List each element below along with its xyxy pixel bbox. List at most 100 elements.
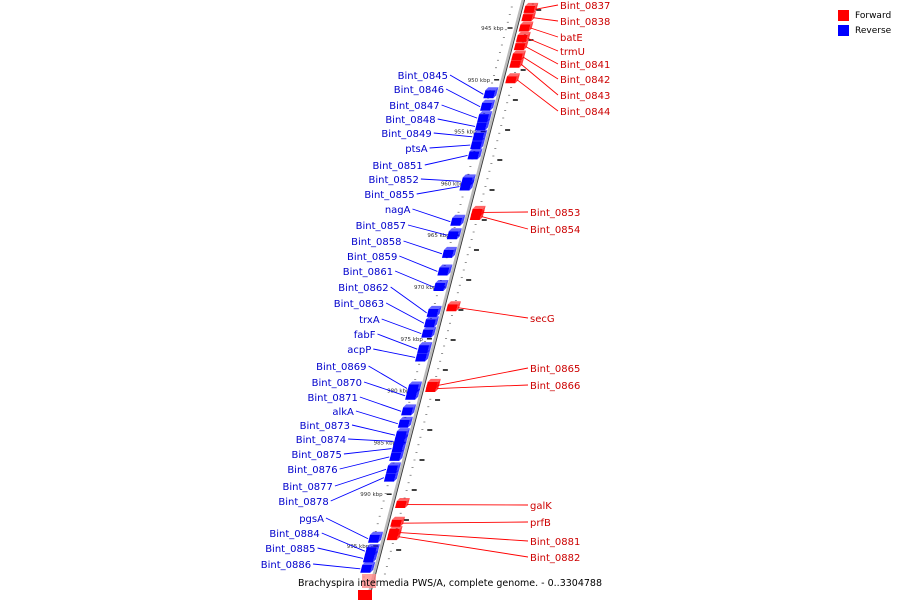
reverse-gene-label: Bint_0869: [316, 362, 366, 373]
reverse-gene: [389, 449, 405, 461]
forward-gene-leader: [457, 307, 529, 319]
forward-swatch: [838, 10, 849, 21]
forward-gene: [515, 31, 531, 42]
scale-label: 950 kbp: [468, 78, 491, 84]
forward-gene-label: Bint_0854: [530, 225, 580, 236]
forward-gene-leader: [525, 46, 559, 65]
scale-label: 985 kbp: [374, 440, 397, 446]
reverse-gene: [446, 228, 462, 240]
forward-gene-label: trmU: [560, 47, 585, 58]
scale-label: 960 kbp: [441, 181, 464, 187]
reverse-gene: [423, 316, 440, 328]
reverse-gene-leader: [325, 517, 369, 540]
reverse-gene-label: Bint_0851: [372, 161, 422, 172]
reverse-gene-label: Bint_0852: [369, 175, 419, 186]
reverse-gene-label: Bint_0885: [265, 544, 315, 555]
forward-gene-leader: [533, 17, 559, 22]
scale-label: 995 kbp: [347, 544, 370, 550]
forward-gene-offscreen: [358, 590, 372, 600]
reverse-gene: [433, 280, 449, 291]
reverse-gene-label: Bint_0858: [351, 237, 401, 248]
reverse-gene-label: ptsA: [405, 144, 427, 155]
reverse-gene-label: Bint_0878: [278, 497, 328, 508]
forward-gene-label: Bint_0881: [530, 537, 580, 548]
forward-gene-label: Bint_0853: [530, 208, 580, 219]
reverse-gene-leader: [343, 448, 392, 455]
forward-gene: [395, 498, 410, 509]
scale-label: 965 kbp: [427, 233, 450, 239]
reverse-gene-leader: [381, 318, 422, 335]
reverse-gene: [362, 551, 379, 563]
forward-gene: [386, 530, 402, 541]
reverse-gene-label: Bint_0862: [338, 283, 388, 294]
reverse-gene-leader: [368, 365, 408, 389]
reverse-gene: [467, 148, 483, 160]
forward-gene-offscreen: [362, 574, 376, 588]
forward-gene-leader: [481, 216, 529, 230]
reverse-gene-label: Bint_0845: [398, 71, 448, 82]
reverse-gene-label: Bint_0874: [296, 435, 346, 446]
forward-gene-label: Bint_0866: [530, 381, 580, 392]
reverse-gene: [480, 99, 496, 111]
reverse-gene-leader: [441, 104, 478, 119]
reverse-gene-leader: [321, 532, 366, 552]
reverse-gene-label: Bint_0847: [389, 101, 439, 112]
forward-gene-label: Bint_0844: [560, 107, 610, 118]
forward-gene: [425, 382, 440, 393]
reverse-gene-label: Bint_0848: [385, 115, 435, 126]
reverse-gene-label: Bint_0886: [261, 560, 311, 571]
forward-gene-label: galK: [530, 501, 552, 512]
backbone-shadow: [367, 0, 526, 600]
reverse-gene-label: Bint_0859: [347, 252, 397, 263]
forward-gene-label: secG: [530, 314, 555, 325]
reverse-gene-leader: [363, 381, 406, 397]
forward-gene-leader: [398, 536, 529, 558]
forward-gene-label: prfB: [530, 518, 551, 529]
reverse-gene-leader: [330, 477, 385, 502]
reverse-gene-label: alkA: [332, 407, 354, 418]
reverse-gene: [470, 138, 486, 150]
reverse-gene: [360, 561, 376, 573]
reverse-gene: [459, 179, 475, 191]
reverse-swatch: [838, 25, 849, 36]
forward-gene-leader: [437, 367, 529, 386]
reverse-gene-leader: [407, 224, 447, 236]
legend-item-forward: Forward: [838, 8, 891, 23]
reverse-gene-label: Bint_0863: [334, 299, 384, 310]
forward-gene-leader: [527, 37, 559, 52]
forward-gene-leader: [520, 63, 559, 96]
reverse-gene: [397, 416, 413, 428]
forward-gene: [469, 210, 485, 221]
reverse-gene: [474, 119, 491, 131]
forward-gene-leader: [399, 532, 529, 542]
reverse-gene: [441, 246, 458, 258]
reverse-gene-label: Bint_0870: [312, 378, 362, 389]
reverse-gene-leader: [399, 255, 438, 272]
forward-gene-label: Bint_0841: [560, 60, 610, 71]
forward-gene-label: Bint_0842: [560, 75, 610, 86]
forward-gene: [521, 11, 537, 22]
forward-gene-label: Bint_0882: [530, 553, 580, 564]
reverse-gene: [368, 531, 384, 543]
forward-gene-label: Bint_0843: [560, 91, 610, 102]
reverse-gene-label: Bint_0877: [283, 482, 333, 493]
forward-gene-leader: [402, 521, 529, 524]
reverse-gene-label: acpP: [347, 345, 371, 356]
genome-backbone: [365, 0, 525, 600]
reverse-gene-label: Bint_0861: [343, 267, 393, 278]
forward-gene: [513, 40, 529, 51]
reverse-gene-leader: [394, 270, 434, 288]
reverse-gene: [437, 264, 453, 276]
legend: Forward Reverse: [838, 8, 891, 38]
legend-label-reverse: Reverse: [855, 25, 892, 36]
reverse-gene-leader: [385, 302, 425, 324]
reverse-gene: [405, 388, 421, 400]
reverse-gene-label: Bint_0873: [300, 421, 350, 432]
reverse-gene-leader: [449, 74, 484, 95]
forward-gene-leader: [437, 384, 529, 389]
reverse-gene-leader: [348, 438, 394, 442]
reverse-gene-leader: [445, 88, 481, 108]
reverse-gene-leader: [317, 547, 364, 559]
forward-gene-leader: [535, 4, 559, 10]
